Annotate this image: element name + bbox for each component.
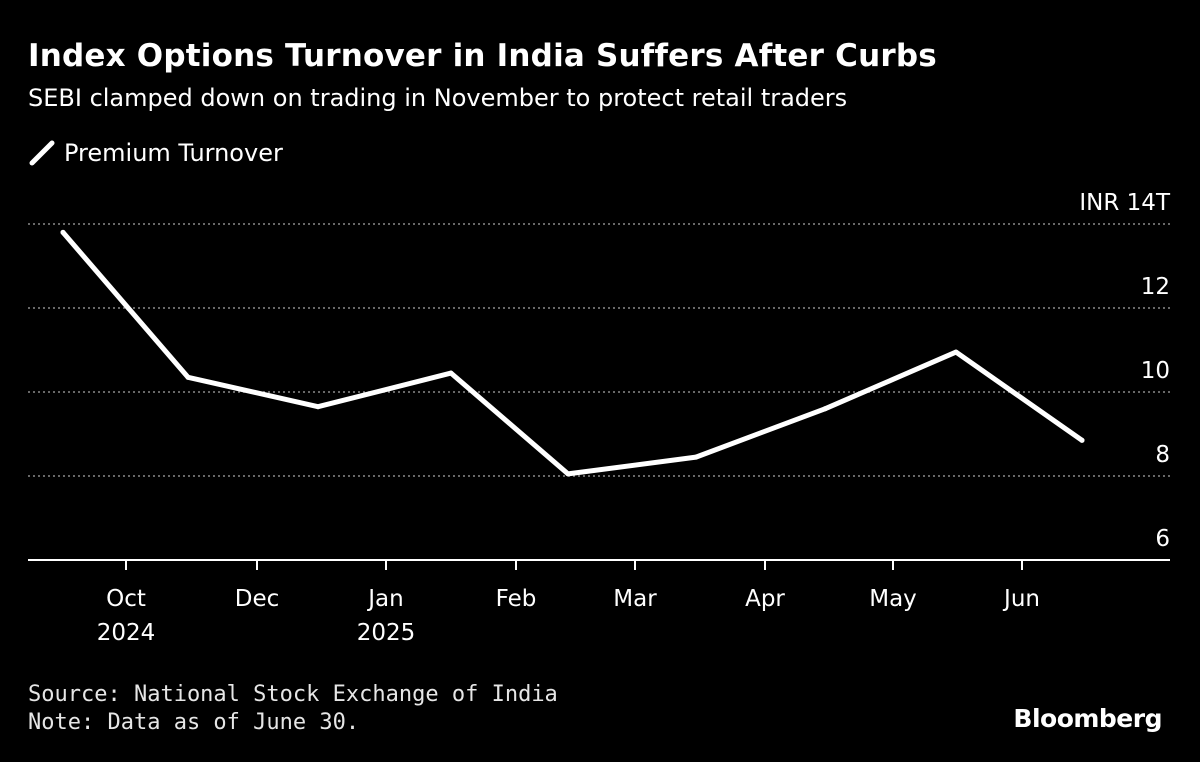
- data-point-0-8: [1079, 437, 1085, 443]
- data-point-0-6: [822, 406, 828, 412]
- y-tick-label-1: 12: [1141, 274, 1170, 300]
- data-point-0-4: [565, 471, 571, 477]
- data-point-0-7: [953, 349, 959, 355]
- data-point-0-2: [315, 404, 321, 410]
- x-tick-label-5: Apr: [745, 586, 785, 612]
- data-note: Note: Data as of June 30.: [28, 710, 360, 735]
- x-tick-label-3: Feb: [496, 586, 537, 612]
- legend: Premium Turnover: [28, 139, 283, 167]
- y-tick-label-4: 6: [1155, 526, 1170, 552]
- x-tick-label-0: Oct: [106, 586, 146, 612]
- source-note: Source: National Stock Exchange of India: [28, 682, 558, 707]
- chart-title: Index Options Turnover in India Suffers …: [28, 38, 937, 74]
- x-tick-label-4: Mar: [613, 586, 657, 612]
- x-tick-label-6: May: [869, 586, 917, 612]
- y-tick-label-2: 10: [1141, 358, 1170, 384]
- x-tick-sublabel-2: 2025: [357, 620, 416, 646]
- legend-line-icon: [29, 140, 55, 166]
- data-point-0-3: [448, 370, 454, 376]
- x-tick-label-2: Jan: [366, 586, 403, 612]
- data-point-0-1: [185, 374, 191, 380]
- bloomberg-logo: Bloomberg: [1013, 704, 1162, 733]
- data-point-0-5: [693, 454, 699, 460]
- data-point-0-0: [60, 229, 66, 235]
- x-tick-sublabel-0: 2024: [97, 620, 156, 646]
- series-line-0: [60, 229, 1085, 477]
- legend-label: Premium Turnover: [64, 139, 283, 167]
- x-tick-label-1: Dec: [235, 586, 280, 612]
- y-tick-label-0: INR 14T: [1079, 190, 1171, 216]
- x-tick-label-7: Jun: [1002, 586, 1040, 612]
- y-tick-label-3: 8: [1155, 442, 1170, 468]
- chart-subtitle: SEBI clamped down on trading in November…: [28, 84, 848, 112]
